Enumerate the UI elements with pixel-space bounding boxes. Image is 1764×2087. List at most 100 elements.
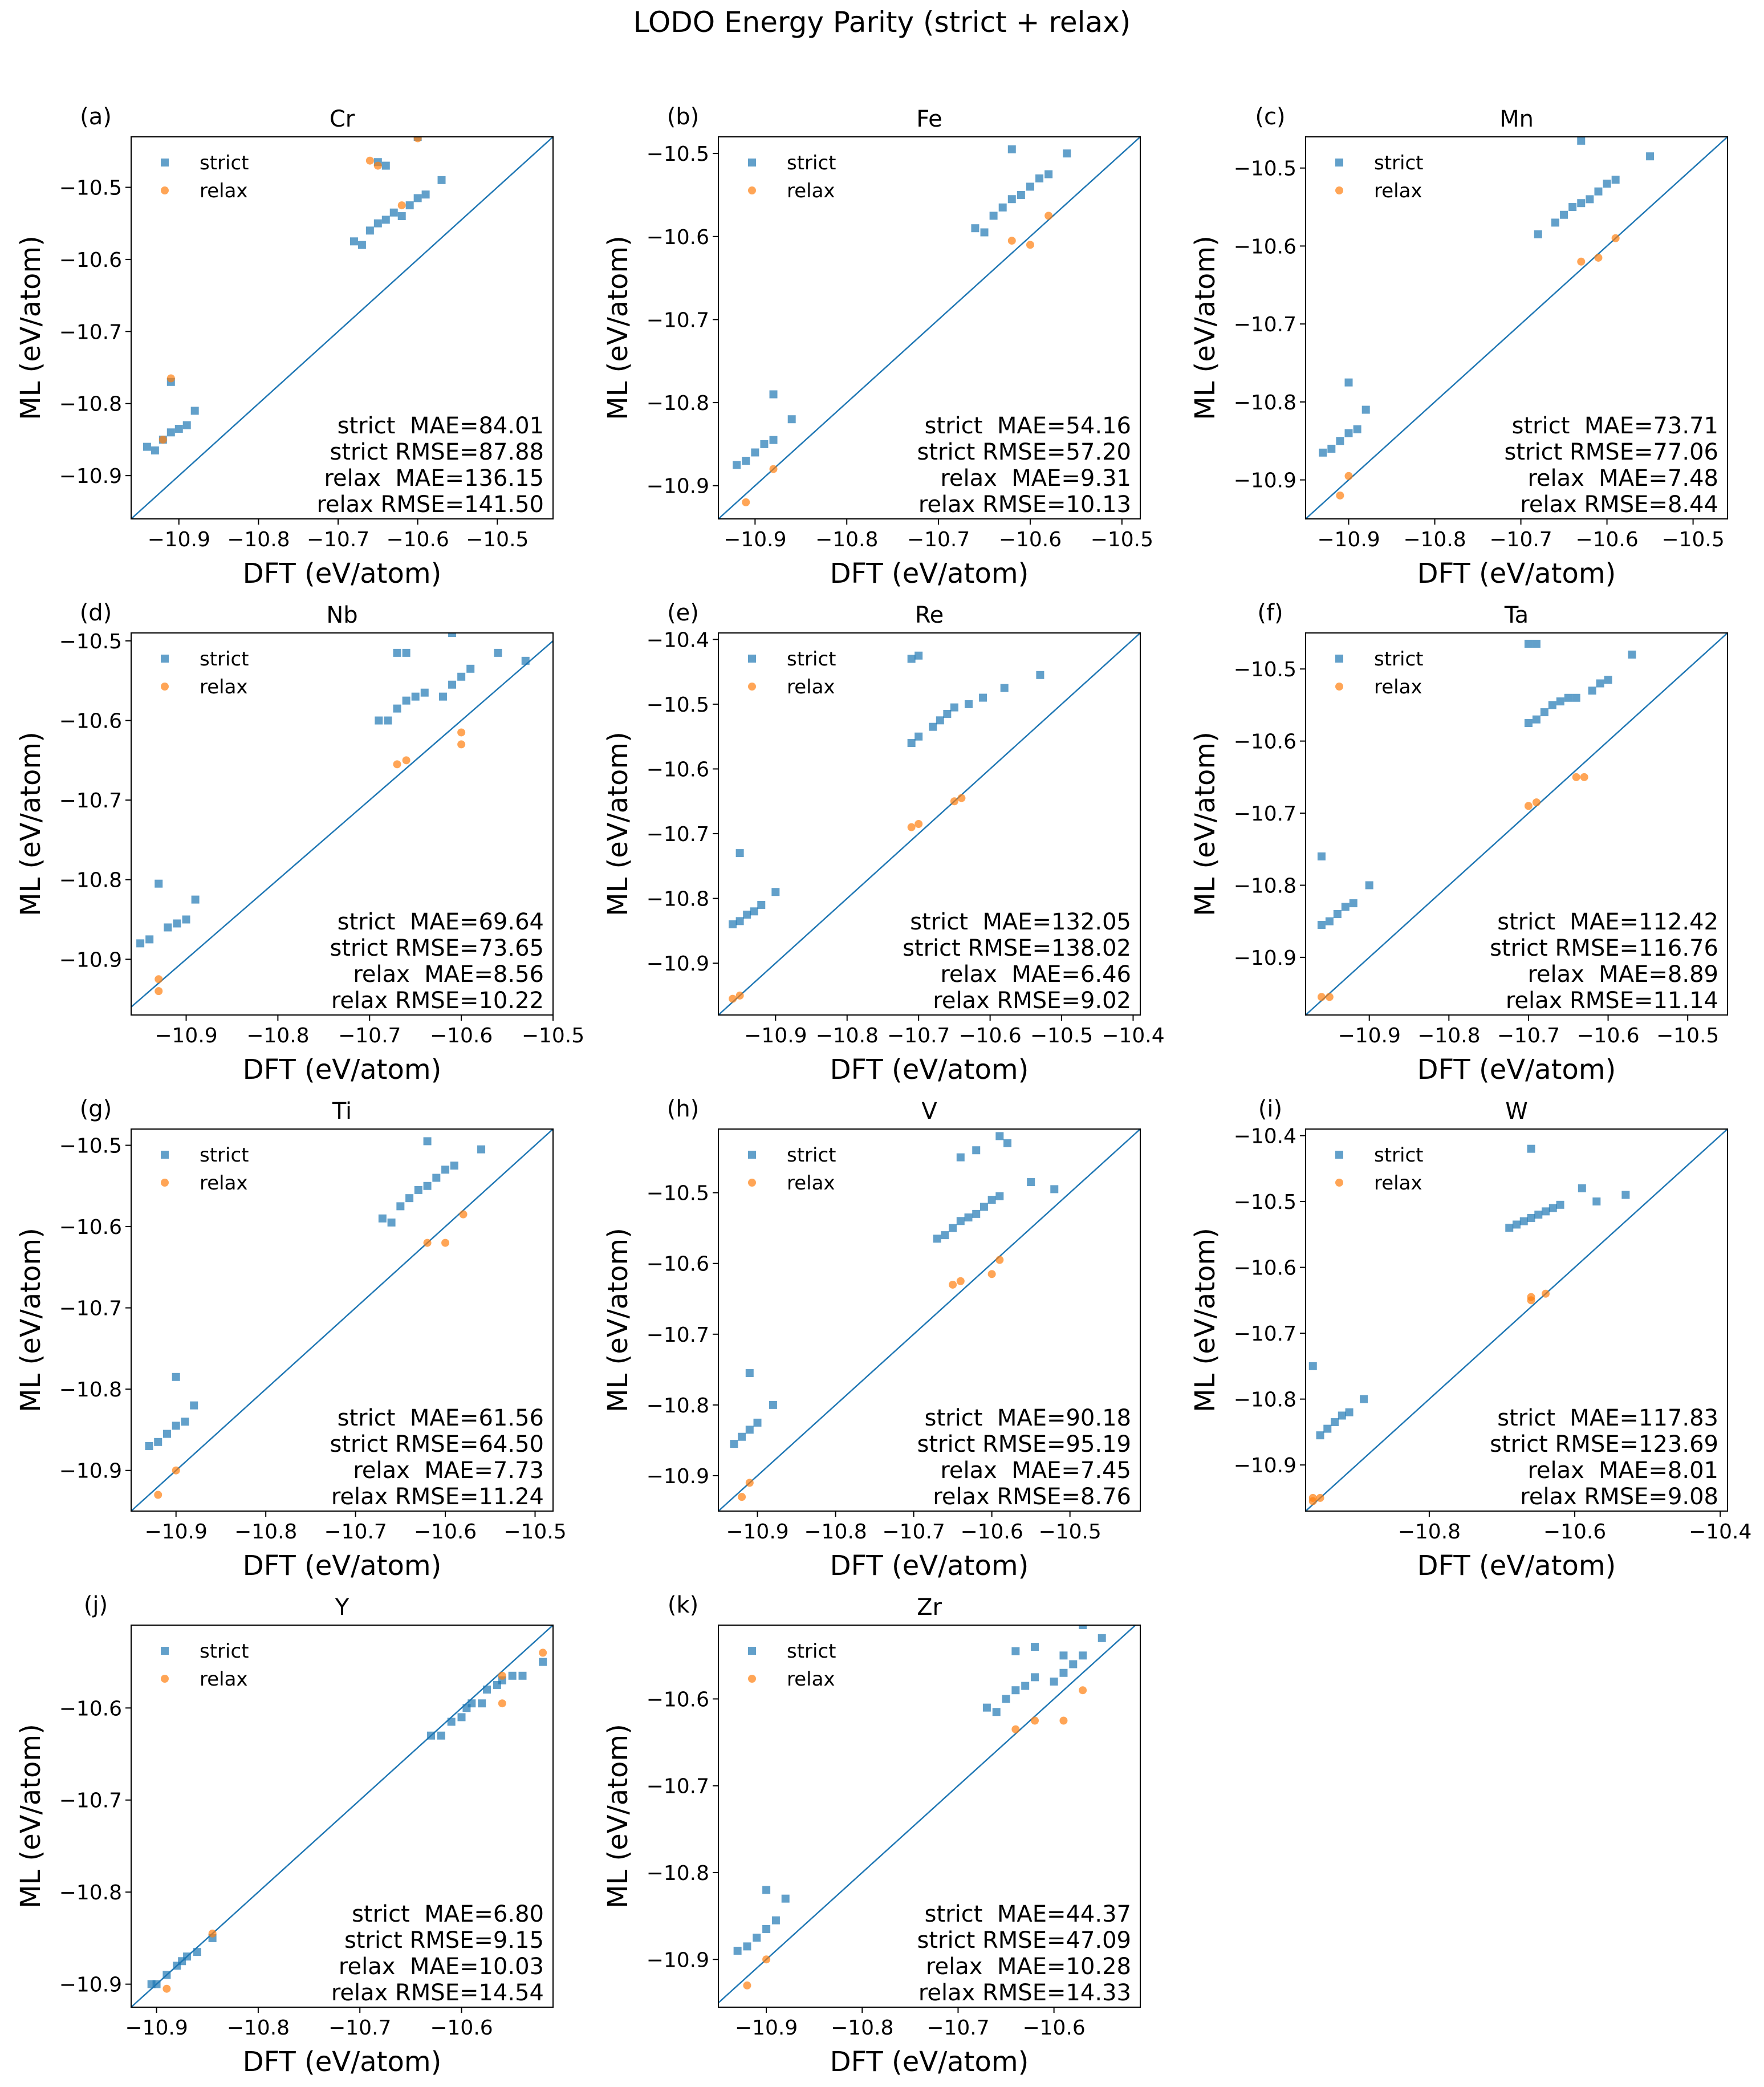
- x-tick-label: −10.5: [1656, 1024, 1719, 1047]
- x-axis-label: DFT (eV/atom): [243, 1550, 442, 1582]
- strict-point: [521, 656, 530, 665]
- legend-relax-marker: [1335, 683, 1343, 691]
- strict-point: [1592, 1197, 1601, 1206]
- y-tick-label: −10.9: [647, 1465, 709, 1488]
- y-tick-label: −10.9: [647, 952, 709, 976]
- strict-point: [381, 216, 390, 224]
- stats-line: relax MAE=7.48: [1527, 465, 1718, 492]
- strict-point: [1534, 230, 1542, 238]
- y-tick-label: −10.5: [59, 1135, 122, 1158]
- strict-point: [162, 1430, 171, 1438]
- strict-point: [1534, 1211, 1543, 1219]
- legend-strict-label: strict: [1374, 648, 1424, 671]
- strict-point: [1360, 1395, 1368, 1403]
- data-points: [136, 633, 530, 996]
- relax-point: [423, 1239, 432, 1247]
- y-axis-label: ML (eV/atom): [15, 1228, 47, 1412]
- stats-line: relax RMSE=9.08: [1520, 1484, 1718, 1510]
- x-axis-label: DFT (eV/atom): [830, 1054, 1029, 1086]
- strict-point: [1577, 199, 1586, 208]
- strict-point: [1519, 1217, 1528, 1225]
- x-tick-label: −10.6: [414, 1520, 477, 1544]
- strict-point: [1361, 405, 1370, 414]
- strict-point: [1007, 195, 1016, 204]
- relax-point: [539, 1649, 547, 1657]
- relax-point: [987, 1270, 996, 1278]
- stats-line: strict RMSE=95.19: [917, 1431, 1131, 1457]
- legend-relax-marker: [748, 683, 756, 691]
- strict-point: [1011, 1647, 1020, 1655]
- strict-point: [753, 1934, 761, 1942]
- x-tick-label: −10.6: [1022, 2016, 1085, 2040]
- x-axis-label: DFT (eV/atom): [830, 2046, 1029, 2078]
- strict-point: [421, 190, 430, 199]
- plot-frame: [718, 1128, 1141, 1512]
- strict-point: [929, 722, 937, 731]
- y-tick-label: −10.6: [59, 249, 122, 272]
- relax-point: [208, 1929, 217, 1938]
- strict-point: [145, 935, 154, 944]
- relax-point: [1580, 773, 1588, 781]
- relax-point: [1316, 1493, 1324, 1502]
- x-tick-label: −10.9: [724, 528, 786, 551]
- y-tick-label: −10.9: [647, 475, 709, 498]
- legend: strict relax: [161, 648, 249, 699]
- strict-point: [402, 696, 410, 705]
- strict-point: [438, 692, 447, 701]
- panels: −10.9 −10.8 −10.7 −10.6 −10.5 −10.9 −10.8 −10.7…: [15, 104, 1751, 2078]
- strict-point: [1098, 1634, 1106, 1642]
- y-tick-label: −10.9: [59, 1460, 122, 1483]
- x-tick-label: −10.7: [926, 2016, 989, 2040]
- panel-nb: −10.9 −10.8 −10.7 −10.6 −10.5 −10.9 −10.8 −10.7…: [15, 600, 584, 1086]
- strict-point: [173, 919, 181, 928]
- plot-frame: [1305, 136, 1728, 519]
- strict-point: [733, 1947, 742, 1955]
- strict-point: [1007, 145, 1016, 153]
- x-tick-label: −10.4: [1102, 1024, 1164, 1047]
- relax-point: [154, 1491, 162, 1499]
- y-tick-label: −10.8: [647, 888, 709, 911]
- x-tick-label: −10.5: [466, 528, 529, 551]
- strict-point: [995, 1132, 1004, 1140]
- strict-point: [478, 1699, 486, 1708]
- strict-point: [1524, 639, 1533, 648]
- legend-strict-marker: [1335, 655, 1343, 663]
- strict-point: [405, 1194, 414, 1203]
- relax-point: [950, 797, 958, 806]
- panel-ti: −10.9 −10.8 −10.7 −10.6 −10.5 −10.9 −10.8 −10.7…: [15, 1096, 567, 1582]
- stats-line: relax RMSE=14.33: [918, 1980, 1131, 2006]
- x-tick-label: −10.8: [234, 1520, 297, 1544]
- legend-strict-label: strict: [200, 1144, 249, 1167]
- relax-point: [498, 1699, 506, 1708]
- strict-point: [979, 1203, 988, 1211]
- stats-line: strict MAE=90.18: [925, 1405, 1131, 1431]
- strict-point: [745, 1369, 754, 1378]
- panel-title: Cr: [330, 106, 355, 132]
- legend-relax-marker: [1335, 186, 1343, 194]
- parity-line: [131, 1625, 553, 2007]
- data-points: [1317, 639, 1636, 1001]
- relax-point: [1044, 212, 1053, 220]
- strict-point: [166, 428, 175, 437]
- strict-point: [448, 680, 457, 689]
- strict-point: [1596, 679, 1604, 688]
- panel-title: Mn: [1499, 106, 1534, 132]
- y-tick-label: −10.6: [647, 758, 709, 781]
- strict-point: [1317, 920, 1326, 929]
- strict-point: [1308, 1362, 1317, 1370]
- x-tick-label: −10.5: [1661, 528, 1724, 551]
- legend: strict relax: [161, 1144, 249, 1195]
- strict-point: [1003, 1139, 1012, 1147]
- strict-point: [769, 390, 778, 399]
- y-tick-label: −10.7: [59, 1297, 122, 1321]
- x-axis-label: DFT (eV/atom): [1417, 1054, 1616, 1086]
- relax-point: [162, 1984, 171, 1993]
- panel-letter: (d): [80, 600, 112, 626]
- relax-point: [365, 156, 374, 165]
- legend-strict-label: strict: [787, 648, 836, 671]
- strict-point: [1031, 1673, 1039, 1682]
- strict-point: [1344, 378, 1353, 387]
- relax-point: [743, 1981, 751, 1989]
- y-axis-label: ML (eV/atom): [1189, 236, 1221, 420]
- strict-point: [743, 910, 751, 919]
